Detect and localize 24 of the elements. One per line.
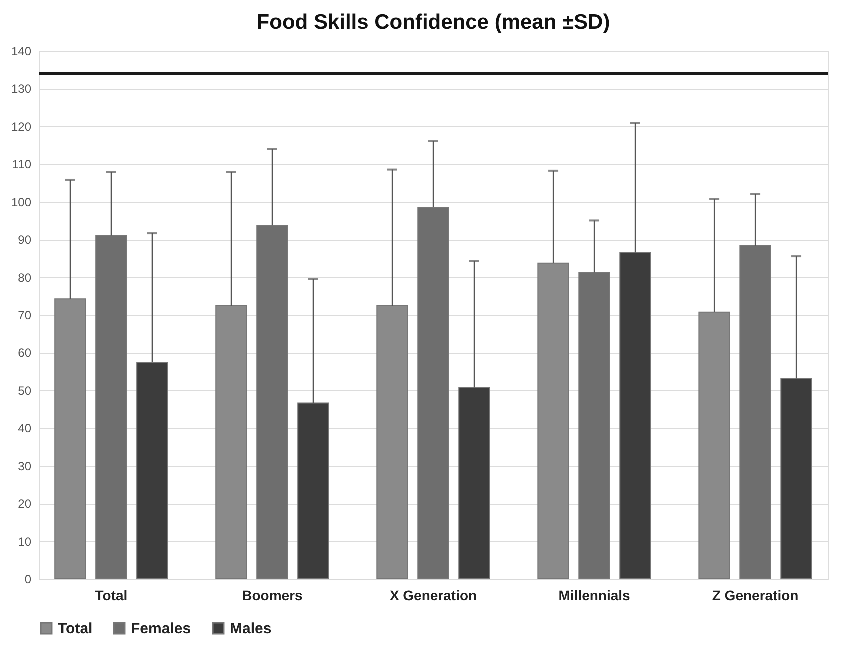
x-tick-label: Boomers <box>242 588 304 604</box>
chart-title: Food Skills Confidence (mean ±SD) <box>256 11 610 34</box>
y-tick-label: 60 <box>18 346 32 360</box>
y-tick-label: 80 <box>18 270 32 285</box>
y-tick-label: 130 <box>11 82 32 96</box>
y-tick-label: 140 <box>11 44 32 58</box>
y-tick-label: 50 <box>18 384 32 398</box>
x-tick-label: Millennials <box>558 588 631 604</box>
x-tick-label: X Generation <box>390 588 478 604</box>
y-tick-label: 10 <box>18 534 32 549</box>
legend-label: Males <box>230 620 272 638</box>
x-tick-label: Total <box>95 588 128 604</box>
x-tick-label: Z Generation <box>712 588 799 604</box>
y-tick-label: 110 <box>12 158 32 172</box>
y-tick-label: 30 <box>18 459 32 474</box>
y-tick-label: 90 <box>18 233 32 248</box>
y-tick-label: 40 <box>18 422 32 436</box>
y-tick-label: 20 <box>18 497 32 512</box>
legend-label: Total <box>58 620 93 638</box>
y-tick-label: 0 <box>24 572 32 586</box>
y-tick-label: 100 <box>11 195 32 210</box>
y-tick-label: 120 <box>11 120 32 134</box>
legend-label: Females <box>131 620 192 638</box>
y-tick-label: 70 <box>18 308 32 322</box>
